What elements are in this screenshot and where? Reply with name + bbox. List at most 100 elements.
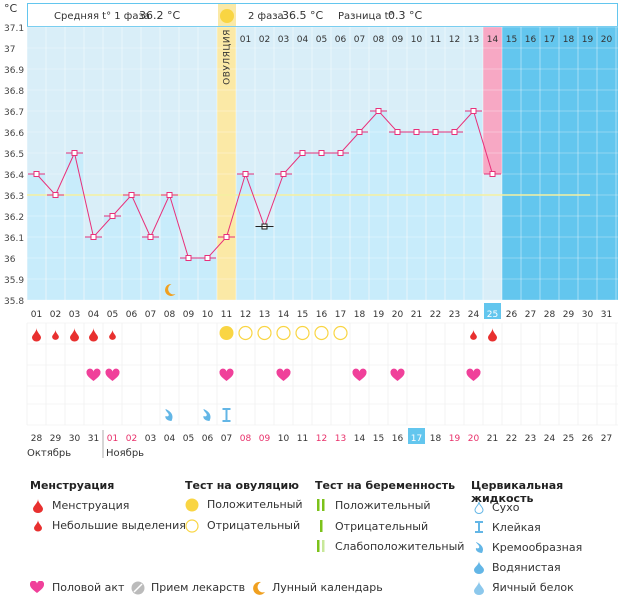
calendar-day-label: 06 [202, 434, 214, 444]
empty-circle-icon [185, 519, 199, 533]
legend-ov-negative-label: Отрицательный [207, 519, 301, 532]
temp-point [318, 150, 325, 156]
sticky-icon [475, 521, 483, 533]
temp-point [489, 171, 496, 177]
calendar-day-label: 29 [50, 434, 62, 444]
calendar-today-marker [408, 428, 425, 444]
heart-icon [219, 368, 234, 381]
top-day-label: 18 [563, 35, 575, 45]
temp-point [337, 150, 344, 156]
calendar-day-label: 19 [449, 434, 461, 444]
temp-bar [331, 153, 350, 300]
y-tick-label: 36.1 [4, 234, 24, 244]
calendar-day-label: 25 [563, 434, 574, 444]
temp-point [33, 171, 40, 177]
cycle-day-label: 24 [468, 310, 480, 320]
ovulation-negative-icon [238, 325, 253, 341]
legend-preg-negative-label: Отрицательный [335, 520, 429, 533]
legend-cf-creamy-label: Кремообразная [492, 541, 583, 554]
y-tick-label: 36.8 [4, 87, 24, 97]
blood-drop-icon [89, 328, 98, 342]
header-bar [27, 3, 618, 27]
ovulation-negative-icon [314, 325, 329, 341]
blood-drop-icon [33, 499, 43, 513]
temp-point [413, 129, 420, 135]
temp-point [375, 108, 382, 114]
ovulation-negative-icon [276, 325, 291, 341]
ovulation-positive-icon [219, 326, 234, 340]
y-tick-label: 36.9 [4, 66, 24, 76]
top-day-label: 02 [259, 35, 270, 45]
phase1-label: Средняя t° 1 фаза [54, 11, 150, 22]
legend-preg-positive-label: Положительный [335, 499, 431, 512]
legend: Менструация Менструация Небольшие выделе… [0, 470, 626, 595]
cycle-day-label: 19 [373, 310, 385, 320]
calendar-day-label: 30 [69, 434, 81, 444]
moon-icon [253, 581, 265, 595]
temp-point [280, 171, 287, 177]
cycle-day-label: 25 [487, 310, 498, 320]
y-tick-label: 35.9 [4, 276, 24, 286]
cycle-day-label: 14 [278, 310, 290, 320]
sticky-icon [222, 408, 231, 422]
ovulation-sun-icon [220, 9, 234, 23]
ovulation-negative-icon [333, 325, 348, 341]
temp-bar [84, 237, 103, 300]
temp-point [356, 129, 363, 135]
cycle-day-label: 02 [50, 310, 61, 320]
temp-bar [293, 153, 312, 300]
cycle-day-label: 13 [259, 310, 270, 320]
legend-cf-sticky-label: Клейкая [492, 521, 541, 534]
legend-cf-dry-label: Сухо [492, 501, 520, 514]
cycle-day-label: 22 [430, 310, 441, 320]
y-tick-label: 37.1 [4, 24, 24, 34]
one-bar-icon [320, 520, 323, 532]
weak-bars-icon [317, 540, 325, 552]
cycle-day-label: 30 [582, 310, 594, 320]
pill-icon [131, 581, 145, 595]
blood-drop-icon [52, 329, 59, 340]
temp-point [451, 129, 458, 135]
dry-drop-icon [474, 501, 484, 514]
temp-point [432, 129, 439, 135]
top-day-label: 03 [278, 35, 289, 45]
calendar-day-label: 24 [544, 434, 556, 444]
cycle-day-label: 15 [297, 310, 308, 320]
legend-cervical-title: Цервикальная жидкость [471, 479, 564, 505]
blood-drop-icon [470, 329, 477, 340]
legend-ovulation-title: Тест на овуляцию [185, 479, 299, 492]
month-label: Ноябрь [106, 448, 144, 459]
ovulation-negative-icon [257, 325, 272, 341]
cycle-day-label: 05 [107, 310, 118, 320]
temp-bar [122, 195, 141, 300]
legend-pregnancy-title: Тест на беременность [315, 479, 456, 492]
top-day-label: 12 [449, 35, 460, 45]
legend-ov-positive-label: Положительный [207, 498, 303, 511]
temp-bar [464, 111, 483, 300]
creamy-icon [475, 542, 484, 553]
y-tick-label: 36 [4, 255, 16, 265]
legend-medication-label: Прием лекарств [151, 581, 246, 594]
calendar-day-label: 16 [392, 434, 404, 444]
cycle-day-label: 21 [411, 310, 422, 320]
yellow-circle-icon [185, 498, 199, 512]
temp-bar [312, 153, 331, 300]
temp-point [128, 192, 135, 198]
legend-spotting-label: Небольшие выделения [52, 519, 186, 532]
diff-value: 0.3 °C [388, 9, 422, 22]
temp-bar [160, 195, 179, 300]
blood-drop-icon [70, 328, 79, 342]
top-day-label: 11 [430, 35, 441, 45]
heart-icon [352, 368, 367, 381]
temp-point [166, 192, 173, 198]
heart-icon [105, 368, 120, 381]
cycle-day-label: 06 [126, 310, 138, 320]
temp-point [223, 234, 230, 240]
y-tick-label: 36.5 [4, 150, 24, 160]
moon-icon [165, 283, 176, 296]
calendar-day-label: 05 [183, 434, 194, 444]
cycle-day-label: 31 [601, 310, 612, 320]
temp-point [204, 255, 211, 261]
top-day-label: 20 [601, 35, 613, 45]
temp-bar [65, 153, 84, 300]
